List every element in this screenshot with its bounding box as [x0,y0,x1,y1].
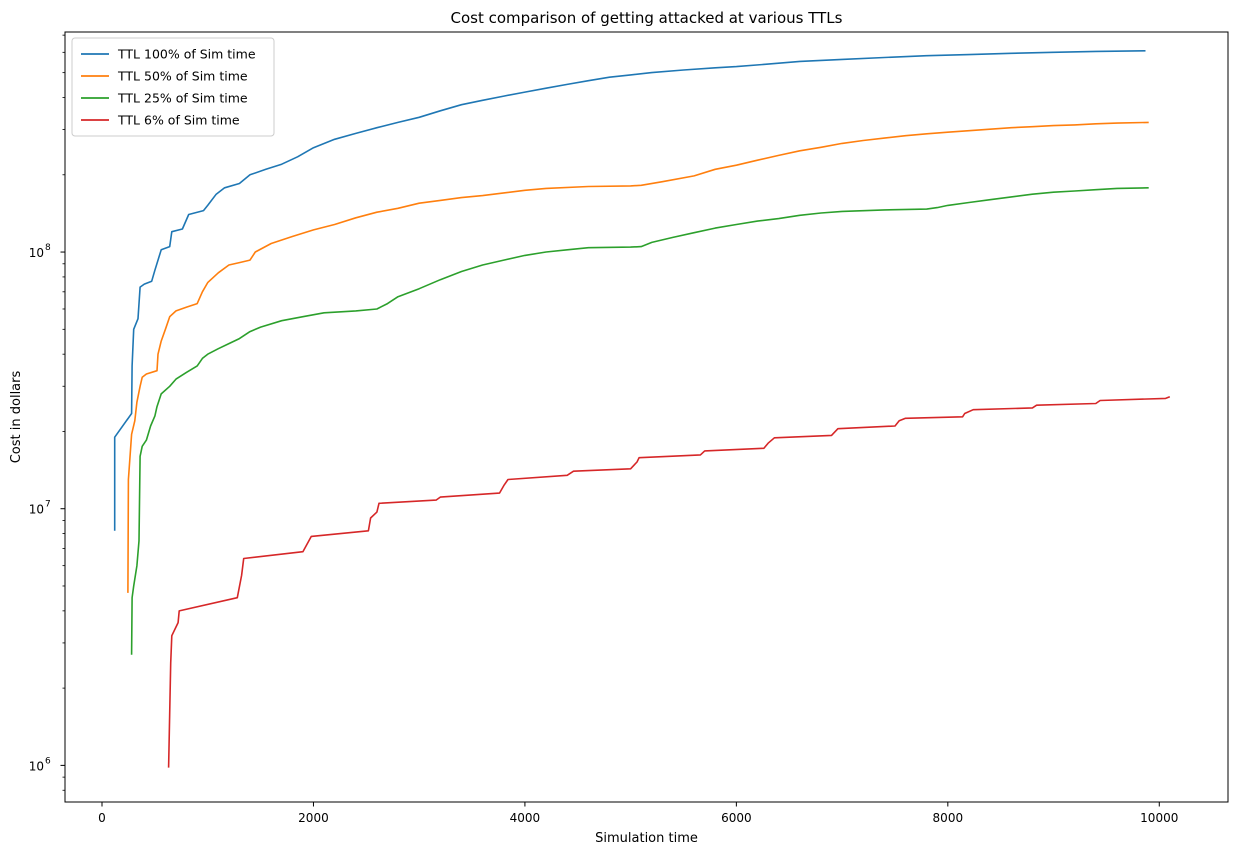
x-tick-label: 6000 [721,811,752,825]
legend-label: TTL 50% of Sim time [117,69,248,84]
y-tick-label: 10 [29,759,44,773]
legend-label: TTL 25% of Sim time [117,91,248,106]
x-tick-label: 8000 [933,811,964,825]
series-line-2 [127,121,1149,593]
x-axis-ticks: 0 2000 4000 6000 8000 10000 [98,802,1178,825]
legend-box [71,37,275,137]
y-axis-label: Cost in dollars [9,371,24,464]
legend: TTL 100% of Sim time TTL 50% of Sim time T… [71,37,275,137]
series-line-4 [167,396,1171,768]
chart-title: Cost comparison of getting attacked at v… [451,9,843,27]
y-tick-exponent: 8 [45,243,51,253]
y-tick-label: 10 [29,246,44,260]
x-tick-label: 2000 [298,811,329,825]
x-tick-label: 0 [98,811,106,825]
series-line-1 [113,50,1146,531]
series-group [113,50,1171,768]
y-tick-exponent: 6 [45,756,51,766]
legend-label: TTL 100% of Sim time [117,47,256,62]
x-tick-label: 10000 [1140,811,1178,825]
x-tick-label: 4000 [510,811,541,825]
plot-frame [64,31,1229,803]
legend-label: TTL 6% of Sim time [117,113,240,128]
y-tick-label: 10 [29,503,44,517]
x-axis-label: Simulation time [595,831,698,846]
y-tick-exponent: 7 [45,500,51,510]
series-line-3 [130,187,1149,655]
